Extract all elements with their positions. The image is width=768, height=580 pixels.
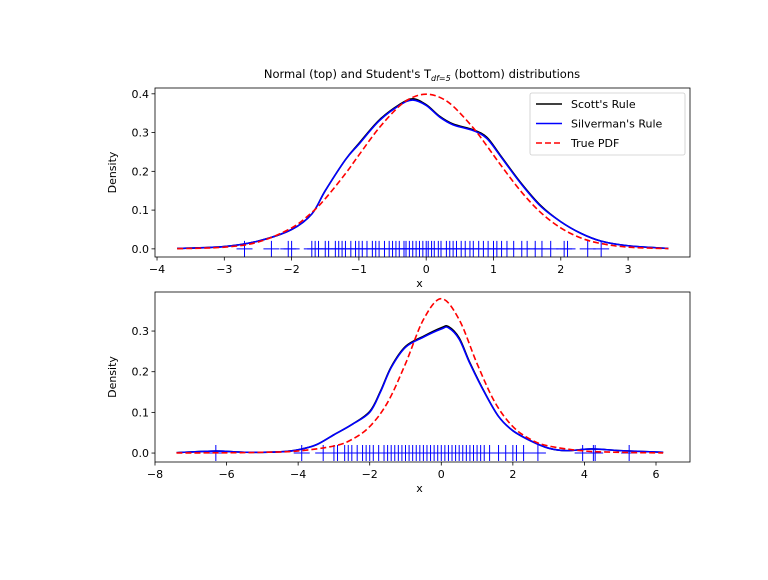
series-line-true-pdf: [177, 93, 669, 250]
legend: Scott's Rule Silverman's Rule True PDF: [529, 92, 686, 156]
chart-title: Normal (top) and Student's Tdf=5 (bottom…: [264, 67, 580, 83]
rug-marker: [515, 445, 532, 462]
x-axis-label: x: [416, 482, 423, 495]
top-axes: −4 −3 −2 −1 0 1 2 3 0.0 0.1 0.2 0.3 0.4 x Density Scott…: [106, 87, 691, 290]
axes-frame: [154, 291, 691, 463]
x-tick-label: 0: [423, 263, 430, 276]
series-line-silverman-s-rule: [176, 326, 664, 454]
x-tick-label: 2: [509, 468, 516, 481]
y-tick-label: 0.0: [132, 243, 150, 256]
x-tick-label: 0: [438, 468, 445, 481]
y-axis-label: Density: [106, 356, 119, 398]
x-tick-label: −3: [216, 263, 232, 276]
bottom-axes: −8 −6 −4 −2 0 2 4 6 0.0 0.1 0.2 0.3 x Density: [106, 291, 691, 495]
rug-marker: [559, 240, 576, 257]
x-tick-label: 1: [490, 263, 497, 276]
series-line-true-pdf: [176, 297, 664, 454]
y-tick-label: 0.0: [132, 447, 150, 460]
legend-box: [529, 92, 686, 156]
x-axis-label: x: [416, 277, 423, 290]
x-tick-label: −2: [362, 468, 378, 481]
x-tick-label: −1: [351, 263, 367, 276]
rug-marker: [283, 240, 300, 257]
y-tick-label: 0.4: [132, 88, 150, 101]
y-tick-label: 0.2: [132, 366, 150, 379]
series-line-scott-s-rule: [176, 324, 664, 454]
rug-marker: [587, 445, 604, 462]
x-tick-label: 6: [653, 468, 660, 481]
axes-frame: [154, 87, 691, 258]
rug-marker: [293, 445, 310, 462]
legend-label: Scott's Rule: [571, 98, 636, 111]
x-tick-label: 2: [557, 263, 564, 276]
y-tick-label: 0.3: [132, 127, 150, 140]
legend-label: Silverman's Rule: [571, 118, 663, 131]
rug-marker: [579, 240, 596, 257]
y-axis-label: Density: [106, 151, 119, 193]
rug-marker: [593, 240, 610, 257]
y-tick-label: 0.2: [132, 165, 150, 178]
y-tick-label: 0.1: [132, 204, 150, 217]
rug-marker: [263, 240, 280, 257]
x-tick-label: −4: [290, 468, 306, 481]
x-tick-label: 4: [581, 468, 588, 481]
x-tick-label: 3: [625, 263, 632, 276]
x-tick-label: −2: [284, 263, 300, 276]
legend-label: True PDF: [570, 137, 619, 150]
x-tick-label: −8: [147, 468, 163, 481]
y-tick-label: 0.3: [132, 325, 150, 338]
rug-marker: [529, 445, 546, 462]
x-tick-label: −6: [218, 468, 234, 481]
x-tick-label: −4: [149, 263, 165, 276]
y-tick-label: 0.1: [132, 406, 150, 419]
rug-marker: [542, 240, 559, 257]
series-line-silverman-s-rule: [177, 99, 669, 250]
